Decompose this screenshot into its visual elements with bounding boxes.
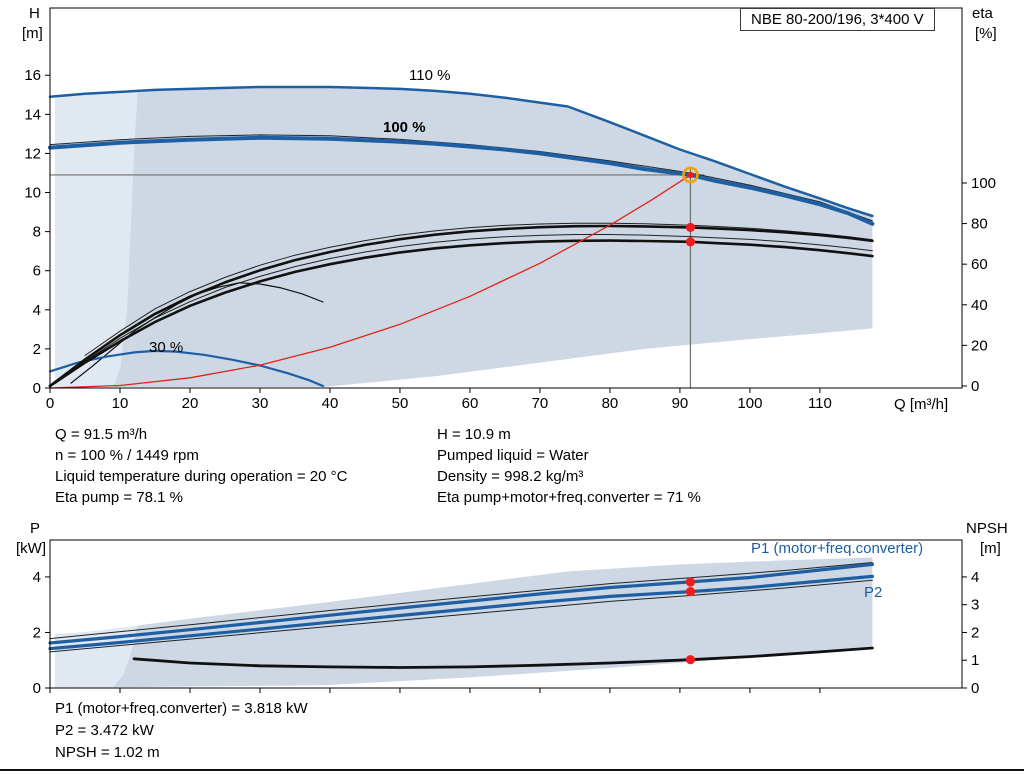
summary-line-p2: P2 = 3.472 kW <box>55 722 154 739</box>
label-speed-100: 100 % <box>383 119 426 136</box>
summary-line-density: Density = 998.2 kg/m³ <box>437 468 584 485</box>
series-p2 <box>48 574 874 651</box>
envelope-main <box>113 87 873 387</box>
x-tick-label: 70 <box>532 395 549 412</box>
pump-type-box: NBE 80-200/196, 3*400 V <box>740 8 935 31</box>
summary-line-p1: P1 (motor+freq.converter) = 3.818 kW <box>55 700 308 717</box>
label-speed-110: 110 % <box>409 67 451 84</box>
series-speed-30 <box>48 349 325 388</box>
npsh-axis-unit: [m] <box>980 540 1001 557</box>
x-tick-label: 60 <box>462 395 479 412</box>
right-axis-title: eta <box>972 5 993 22</box>
summary-line-npsh: NPSH = 1.02 m <box>55 744 160 761</box>
y-tick-label-left: 8 <box>33 224 41 241</box>
y-tick-label-right: 3 <box>971 597 979 614</box>
y-tick-label-right: 0 <box>971 378 979 395</box>
plot-border <box>49 539 963 689</box>
summary-line-liquid-temp: Liquid temperature during operation = 20… <box>55 468 348 485</box>
marker-dot <box>685 586 696 597</box>
right-axis-unit: [%] <box>975 25 997 42</box>
y-tick-label-left: 0 <box>33 680 41 697</box>
x-tick-label: 10 <box>112 395 129 412</box>
marker-dot <box>685 577 696 587</box>
duty-point-dot <box>687 171 694 179</box>
envelope-main-p <box>113 557 873 688</box>
y-tick-label-left: 14 <box>24 106 41 123</box>
y-tick-label-left: 12 <box>24 145 41 162</box>
y-tick-label-left: 2 <box>33 341 41 358</box>
y-tick-label-left: 0 <box>33 380 41 397</box>
y-tick-label-right: 20 <box>971 337 988 354</box>
y-tick-label-left: 2 <box>33 624 41 641</box>
summary-bottom-column: P1 (motor+freq.converter) = 3.818 kW P2 … <box>55 698 308 764</box>
y-tick-label-right: 80 <box>971 216 988 233</box>
x-tick-label: 80 <box>602 395 619 412</box>
y-tick-label-right: 2 <box>971 624 979 641</box>
x-axis-title: Q [m³/h] <box>894 396 949 413</box>
bottom-divider <box>0 769 1024 771</box>
summary-left-column: Q = 91.5 m³/h n = 100 % / 1449 rpm Liqui… <box>55 424 347 508</box>
series-system-curve <box>49 174 692 389</box>
series-p-thin-a <box>49 562 873 640</box>
series-npsh <box>132 646 874 669</box>
label-speed-30: 30 % <box>149 339 184 356</box>
x-tick-label: 100 <box>737 395 762 412</box>
series-speed-100 <box>48 135 875 226</box>
x-tick-label: 90 <box>672 395 689 412</box>
plot-border <box>49 7 963 389</box>
y-tick-label-left: 6 <box>33 263 41 280</box>
envelope-light <box>54 90 138 388</box>
marker-dot <box>685 655 696 665</box>
label-p1-curve: P1 (motor+freq.converter) <box>751 540 924 557</box>
y-tick-label-left: 4 <box>33 569 41 586</box>
series-eta-thin-b <box>84 234 873 363</box>
y-tick-label-left: 4 <box>33 302 41 319</box>
left-axis-unit: [m] <box>22 25 43 42</box>
series-speed-110 <box>48 85 874 218</box>
series-eta-thin-a <box>84 222 873 356</box>
label-p2-curve: P2 <box>864 584 883 601</box>
x-tick-label: 20 <box>182 395 199 412</box>
summary-line-eta-pump: Eta pump = 78.1 % <box>55 489 183 506</box>
y-tick-label-right: 1 <box>971 652 979 669</box>
summary-line-pumped-liquid: Pumped liquid = Water <box>437 447 589 464</box>
summary-line-h: H = 10.9 m <box>437 426 511 443</box>
power-axis-title: P <box>30 520 41 537</box>
chart-power-npsh: 0 2 4 0 1 2 3 4 <box>33 539 979 697</box>
summary-line-eta-total: Eta pump+motor+freq.converter = 71 % <box>437 489 701 506</box>
marker-dot <box>685 237 696 247</box>
duty-point-ring <box>682 166 699 184</box>
x-tick-label: 30 <box>252 395 269 412</box>
x-tick-label: 40 <box>322 395 339 412</box>
chart-qh: 0 10 20 30 40 50 60 70 80 90 100 110 0 2 4 6 8 10 12 14 16 0 2… <box>24 7 996 412</box>
left-axis-title: H <box>29 5 40 22</box>
x-tick-label: 110 <box>808 395 832 412</box>
y-tick-label-right: 60 <box>971 256 988 273</box>
series-eta-pump-motor-freq <box>48 239 874 388</box>
y-tick-label-right: 100 <box>971 175 996 192</box>
y-tick-label-right: 0 <box>971 680 979 697</box>
summary-line-q: Q = 91.5 m³/h <box>55 426 148 443</box>
summary-line-n: n = 100 % / 1449 rpm <box>55 447 199 464</box>
marker-dot <box>685 222 696 233</box>
y-tick-label-right: 40 <box>971 297 988 314</box>
series-eta-pump <box>48 224 874 388</box>
series-p1 <box>48 562 874 645</box>
x-tick-label: 0 <box>46 395 54 412</box>
x-tick-label: 50 <box>392 395 409 412</box>
y-tick-label-left: 16 <box>24 67 41 84</box>
y-tick-label-right: 4 <box>971 569 979 586</box>
summary-right-column: H = 10.9 m Pumped liquid = Water Density… <box>437 424 701 508</box>
power-axis-unit: [kW] <box>16 540 46 557</box>
y-tick-label-left: 10 <box>24 185 41 202</box>
npsh-axis-title: NPSH <box>966 520 1008 537</box>
series-p-thin-b <box>49 579 873 653</box>
